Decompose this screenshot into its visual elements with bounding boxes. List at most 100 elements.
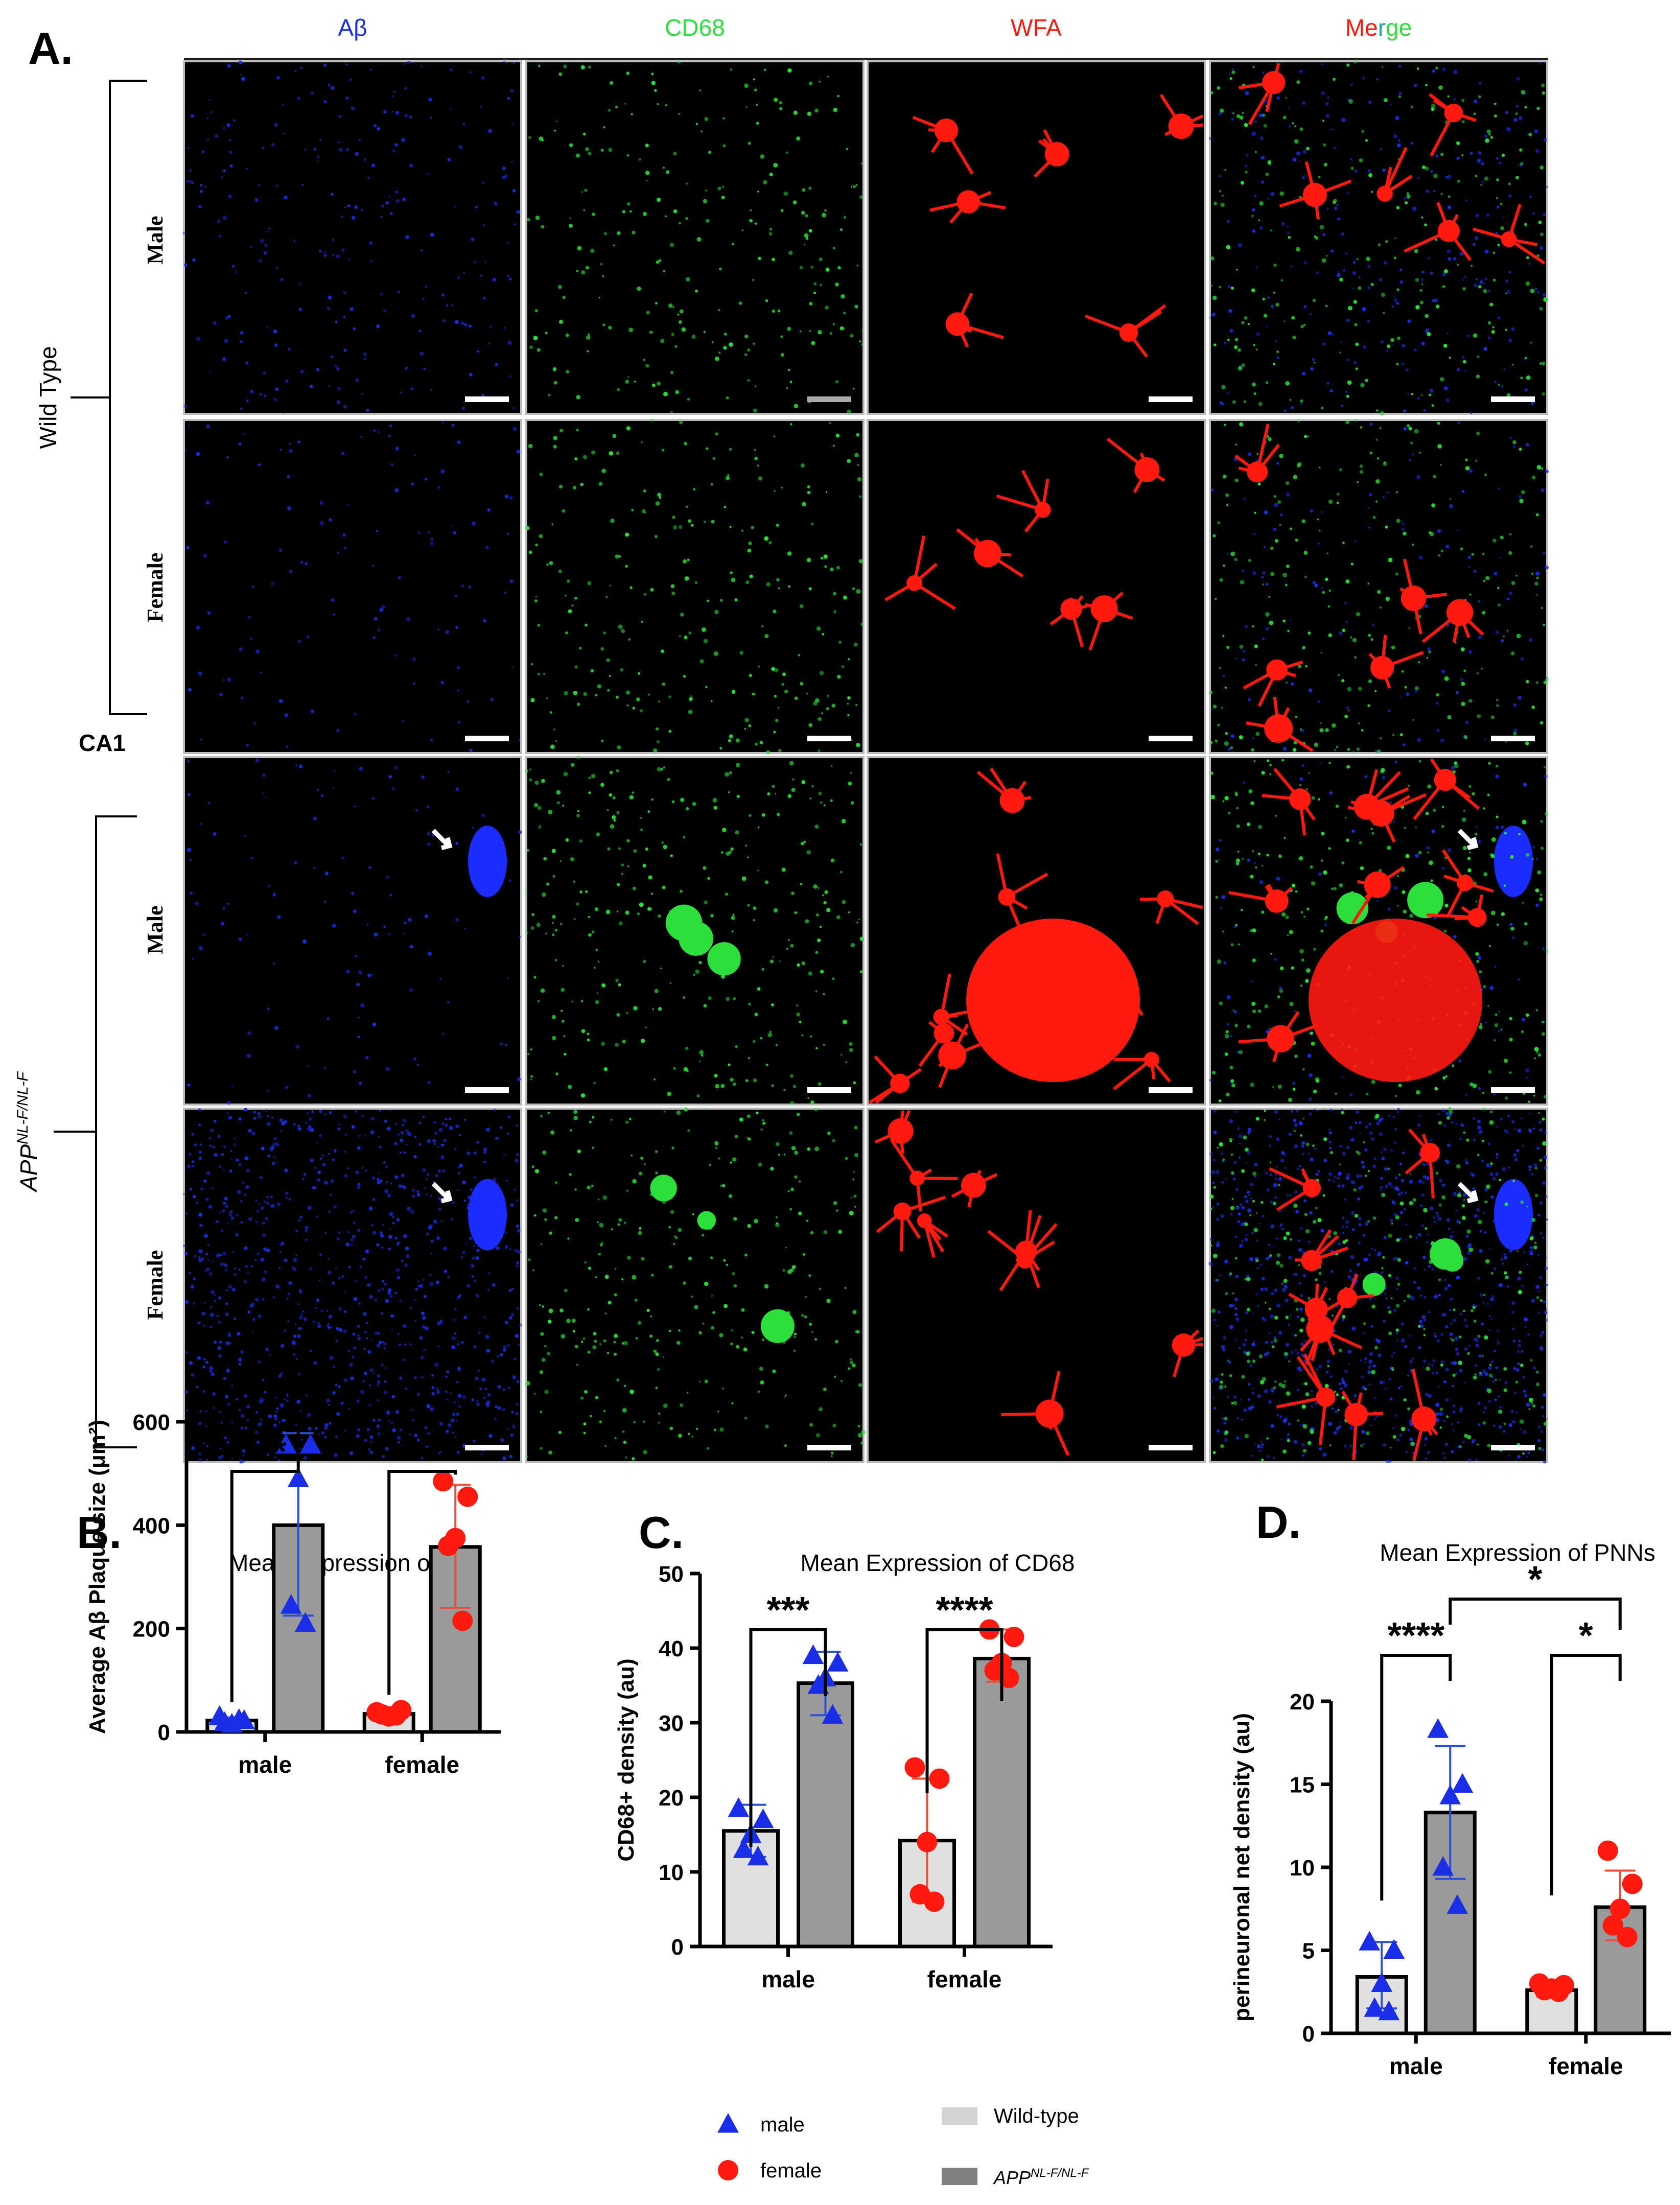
abeta-speckle	[226, 1289, 228, 1291]
abeta-speckle	[299, 1410, 302, 1412]
abeta-speckle	[1254, 1442, 1256, 1445]
cd68-speckle	[731, 916, 735, 920]
cd68-speckle	[778, 587, 780, 590]
cd68-speckle	[1525, 357, 1527, 359]
abeta-speckle	[436, 1390, 440, 1394]
cd68-speckle	[1415, 305, 1420, 310]
cd68-speckle	[830, 765, 833, 767]
abeta-speckle	[323, 100, 327, 104]
pnn-process	[1104, 607, 1133, 620]
cd68-speckle	[1523, 941, 1528, 946]
abeta-speckle	[209, 371, 211, 373]
abeta-speckle	[445, 1391, 448, 1393]
cd68-speckle	[797, 1113, 800, 1116]
abeta-speckle	[1475, 825, 1478, 828]
cd68-speckle	[532, 1269, 534, 1272]
abeta-speckle	[282, 1419, 285, 1422]
abeta-speckle	[224, 1312, 229, 1317]
abeta-speckle	[1448, 257, 1452, 261]
abeta-speckle	[363, 1348, 366, 1350]
cd68-speckle	[565, 595, 567, 597]
abeta-speckle	[1544, 1166, 1547, 1169]
abeta-speckle	[195, 901, 199, 906]
abeta-speckle	[1290, 682, 1294, 686]
abeta-speckle	[343, 1329, 347, 1333]
abeta-speckle	[1279, 987, 1282, 990]
cd68-speckle	[790, 1074, 794, 1078]
cd68-speckle	[562, 805, 565, 807]
abeta-speckle	[1509, 923, 1513, 926]
abeta-speckle	[1301, 1443, 1305, 1447]
pnn-process	[917, 1177, 958, 1180]
abeta-speckle	[319, 1134, 322, 1137]
cd68-speckle	[789, 1131, 793, 1135]
cd68-speckle	[785, 1394, 787, 1396]
abeta-speckle	[404, 368, 407, 371]
abeta-speckle	[231, 1085, 234, 1088]
abeta-speckle	[1518, 495, 1522, 499]
cd68-speckle	[1532, 858, 1534, 860]
cd68-speckle	[1268, 437, 1272, 441]
cd68-speckle	[670, 584, 675, 589]
abeta-speckle	[390, 1421, 393, 1424]
abeta-speckle	[1440, 738, 1444, 743]
abeta-speckle	[1460, 677, 1464, 682]
abeta-speckle	[502, 1456, 507, 1461]
abeta-speckle	[452, 1432, 454, 1434]
tile-background	[867, 1108, 1206, 1463]
abeta-speckle	[359, 139, 361, 141]
cd68-speckle	[711, 1295, 713, 1297]
cd68-speckle	[726, 476, 730, 480]
cd68-speckle	[1255, 151, 1257, 153]
cd68-speckle	[710, 1326, 714, 1330]
cd68-speckle	[591, 1185, 594, 1187]
abeta-speckle	[1543, 1460, 1547, 1464]
abeta-speckle	[1382, 168, 1386, 172]
cd68-speckle	[861, 1430, 866, 1434]
abeta-speckle	[1227, 1396, 1229, 1398]
abeta-speckle	[1326, 382, 1329, 385]
cd68-speckle	[1238, 366, 1243, 371]
cd68-speckle	[622, 1430, 625, 1433]
abeta-speckle	[225, 1341, 229, 1345]
cd68-speckle	[1257, 1009, 1262, 1013]
cd68-speckle	[1219, 190, 1222, 193]
cd68-speckle	[631, 1155, 633, 1157]
abeta-speckle	[192, 958, 194, 960]
cd68-speckle	[1286, 565, 1290, 568]
abeta-speckle	[380, 293, 383, 296]
abeta-speckle	[1462, 278, 1464, 281]
cd68-speckle	[1415, 278, 1419, 282]
cd68-speckle	[778, 1154, 780, 1156]
cd68-speckle	[815, 990, 818, 993]
cd68-speckle	[590, 1415, 592, 1418]
cd68-speckle	[1443, 929, 1447, 933]
abeta-speckle	[1304, 261, 1307, 265]
cd68-speckle	[1475, 952, 1479, 956]
cd68-speckle	[543, 672, 546, 675]
abeta-speckle	[510, 1434, 514, 1437]
abeta-speckle	[369, 1368, 374, 1372]
abeta-speckle	[357, 1229, 361, 1232]
pnn-process	[1314, 179, 1352, 197]
abeta-speckle	[1361, 1375, 1364, 1379]
cd68-speckle	[688, 1256, 692, 1261]
cd68-speckle	[617, 231, 621, 236]
abeta-speckle	[1361, 1289, 1364, 1292]
cd68-speckle	[776, 812, 780, 816]
abeta-speckle	[1291, 1110, 1294, 1113]
abeta-speckle	[387, 1412, 390, 1415]
abeta-speckle	[1403, 1208, 1406, 1211]
abeta-speckle	[1375, 750, 1378, 753]
abeta-speckle	[303, 1173, 307, 1176]
cd68-speckle	[661, 449, 665, 452]
abeta-speckle	[381, 1247, 384, 1249]
abeta-speckle	[192, 258, 196, 262]
abeta-speckle	[497, 1385, 501, 1389]
cd68-speckle	[814, 1338, 817, 1341]
cd68-speckle	[1365, 379, 1369, 383]
abeta-speckle	[1403, 427, 1407, 431]
abeta-speckle	[1517, 1344, 1521, 1348]
abeta-speckle	[464, 1119, 466, 1121]
cd68-speckle	[781, 867, 786, 872]
